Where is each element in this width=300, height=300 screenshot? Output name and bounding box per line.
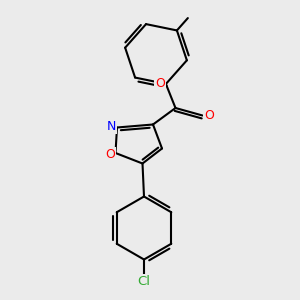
Text: O: O — [204, 109, 214, 122]
Text: N: N — [107, 119, 116, 133]
Text: Cl: Cl — [137, 275, 151, 288]
Text: O: O — [105, 148, 115, 161]
Text: O: O — [155, 76, 165, 90]
